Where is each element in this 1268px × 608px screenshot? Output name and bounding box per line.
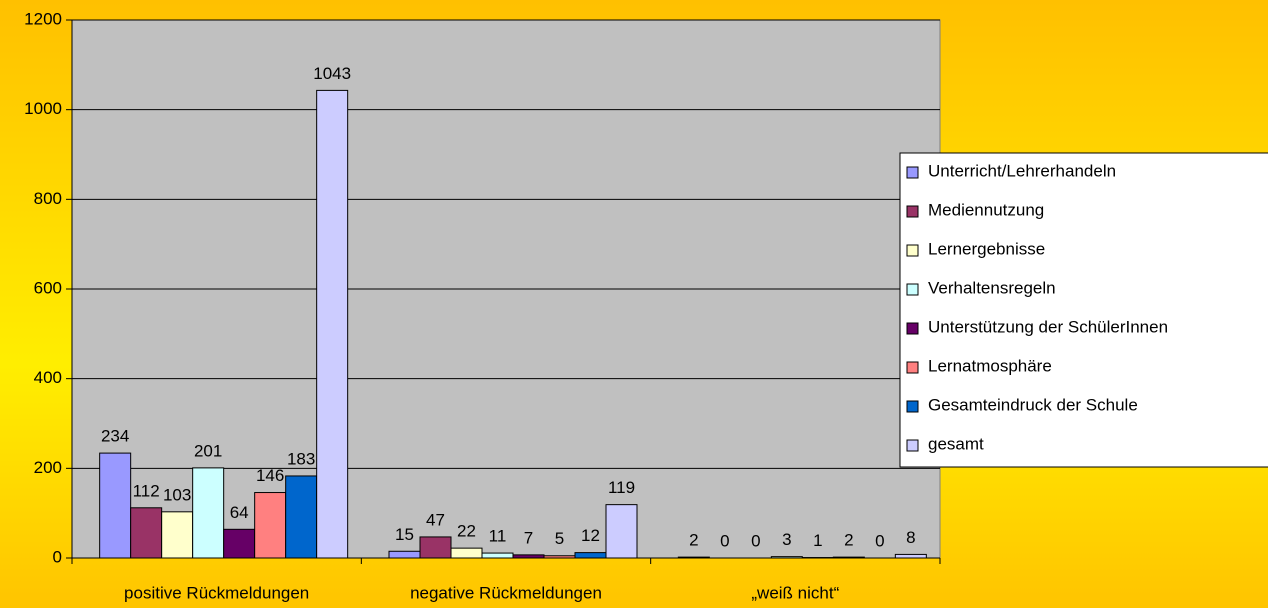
legend-label: Lernergebnisse [928,239,1045,258]
legend-box [899,152,1268,468]
legend-label: gesamt [928,434,984,453]
y-tick-label: 1000 [24,99,62,118]
value-label: 234 [101,427,129,446]
legend-swatch [906,283,919,296]
value-label: 22 [457,522,476,541]
y-tick-label: 200 [34,458,62,477]
bar [512,554,545,559]
value-label: 183 [287,449,315,468]
legend-swatch [906,439,919,452]
bar [223,528,256,559]
legend-swatch [906,166,919,179]
bar [192,467,225,559]
value-label: 12 [581,526,600,545]
value-label: 1043 [313,64,351,83]
value-label: 3 [782,530,791,549]
legend-swatch [906,361,919,374]
bar [254,492,287,559]
value-label: 15 [395,525,414,544]
legend-swatch [906,205,919,218]
value-label: 103 [163,485,191,504]
value-label: 8 [906,528,915,547]
legend-swatch [906,322,919,335]
x-tick-label: negative Rückmeldungen [410,583,602,602]
bar [543,555,576,559]
y-tick-label: 600 [34,278,62,297]
value-label: 11 [489,527,507,546]
bar [832,556,865,559]
value-label: 0 [875,531,884,550]
bar [677,556,710,559]
value-label: 7 [524,528,533,547]
value-label: 64 [230,503,249,522]
bar [574,552,607,559]
bar [450,547,483,559]
legend-label: Unterricht/Lehrerhandeln [928,161,1116,180]
value-label: 201 [194,441,222,460]
bar [316,89,349,559]
legend-label: Mediennutzung [928,200,1044,219]
value-label: 1 [813,531,822,550]
y-tick-label: 1200 [24,9,62,28]
value-label: 0 [720,531,729,550]
legend-swatch [906,244,919,257]
bar [481,552,514,559]
legend-label: Gesamteindruck der Schule [928,395,1138,414]
value-label: 0 [751,531,760,550]
bar [130,507,163,559]
bar [419,536,452,559]
y-tick-label: 800 [34,189,62,208]
bar [161,511,194,559]
y-tick-label: 400 [34,368,62,387]
value-label: 146 [256,466,284,485]
legend-label: Verhaltensregeln [928,278,1056,297]
value-label: 2 [689,531,698,550]
legend-swatch [906,400,919,413]
bar [285,475,318,559]
legend-label: Unterstützung der SchülerInnen [928,317,1168,336]
x-tick-label: positive Rückmeldungen [124,583,309,602]
value-label: 5 [555,529,564,548]
bar [99,452,132,559]
bar [388,550,421,559]
legend-label: Lernatmosphäre [928,356,1052,375]
y-tick-label: 0 [53,547,62,566]
value-label: 119 [608,478,635,497]
value-label: 112 [133,481,160,500]
value-label: 2 [844,531,853,550]
bar [894,553,927,559]
bar [770,556,803,559]
value-label: 47 [426,510,445,529]
x-tick-label: „weiß nicht“ [751,583,839,602]
bar [605,504,638,559]
